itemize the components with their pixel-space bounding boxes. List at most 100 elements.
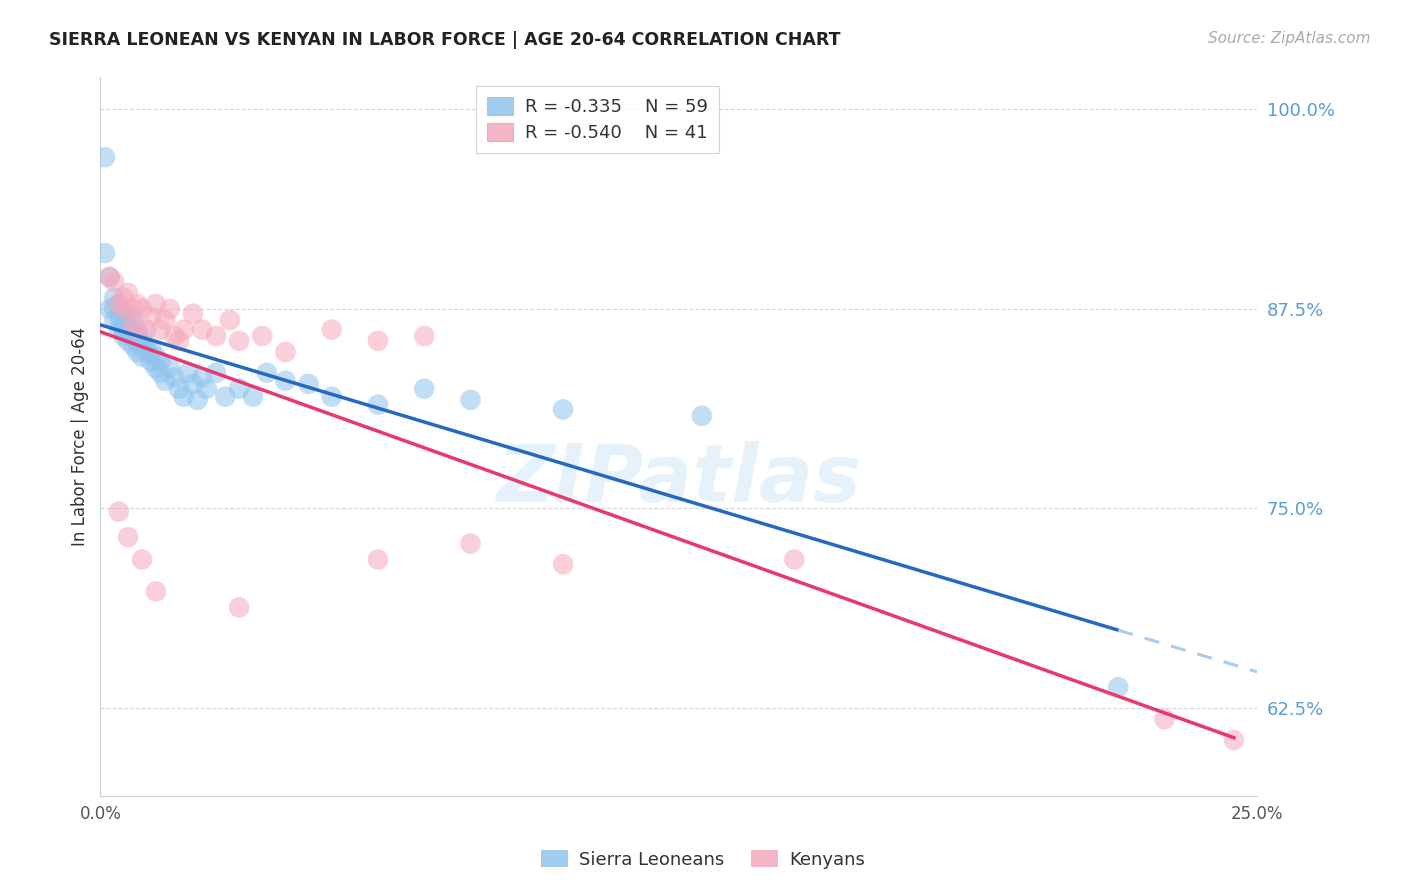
Point	[367, 334, 389, 348]
Point	[108, 323, 131, 337]
Point	[228, 334, 250, 348]
Point	[367, 398, 389, 412]
Point	[1153, 712, 1175, 726]
Point	[181, 376, 204, 391]
Text: SIERRA LEONEAN VS KENYAN IN LABOR FORCE | AGE 20-64 CORRELATION CHART: SIERRA LEONEAN VS KENYAN IN LABOR FORCE …	[49, 31, 841, 49]
Point	[228, 600, 250, 615]
Point	[108, 505, 131, 519]
Point	[177, 366, 200, 380]
Point	[108, 297, 131, 311]
Point	[256, 366, 278, 380]
Point	[121, 301, 143, 316]
Point	[551, 402, 574, 417]
Point	[167, 382, 190, 396]
Point	[149, 323, 172, 337]
Point	[131, 350, 153, 364]
Point	[127, 345, 149, 359]
Point	[205, 329, 228, 343]
Point	[98, 270, 121, 285]
Point	[108, 310, 131, 324]
Point	[163, 329, 186, 343]
Point	[1107, 680, 1129, 694]
Text: Source: ZipAtlas.com: Source: ZipAtlas.com	[1208, 31, 1371, 46]
Point	[103, 301, 125, 316]
Point	[274, 345, 297, 359]
Point	[127, 323, 149, 337]
Point	[145, 361, 167, 376]
Point	[135, 338, 157, 352]
Point	[121, 318, 143, 332]
Point	[321, 323, 343, 337]
Point	[252, 329, 274, 343]
Point	[195, 382, 218, 396]
Point	[413, 382, 436, 396]
Point	[112, 291, 135, 305]
Point	[131, 301, 153, 316]
Point	[98, 301, 121, 316]
Point	[108, 297, 131, 311]
Point	[321, 390, 343, 404]
Point	[413, 329, 436, 343]
Point	[117, 334, 139, 348]
Point	[191, 370, 214, 384]
Point	[297, 376, 319, 391]
Point	[112, 323, 135, 337]
Point	[145, 297, 167, 311]
Point	[1223, 732, 1246, 747]
Point	[131, 552, 153, 566]
Point	[690, 409, 713, 423]
Y-axis label: In Labor Force | Age 20-64: In Labor Force | Age 20-64	[72, 327, 89, 546]
Point	[242, 390, 264, 404]
Point	[219, 313, 242, 327]
Legend: Sierra Leoneans, Kenyans: Sierra Leoneans, Kenyans	[534, 843, 872, 876]
Point	[145, 350, 167, 364]
Point	[181, 307, 204, 321]
Point	[145, 584, 167, 599]
Point	[153, 313, 176, 327]
Point	[460, 392, 482, 407]
Point	[131, 329, 153, 343]
Point	[159, 361, 181, 376]
Point	[112, 301, 135, 316]
Legend: R = -0.335    N = 59, R = -0.540    N = 41: R = -0.335 N = 59, R = -0.540 N = 41	[477, 87, 718, 153]
Point	[127, 297, 149, 311]
Point	[228, 382, 250, 396]
Point	[94, 150, 117, 164]
Point	[551, 558, 574, 572]
Point	[186, 392, 208, 407]
Point	[121, 323, 143, 337]
Point	[98, 270, 121, 285]
Point	[121, 329, 143, 343]
Point	[127, 326, 149, 340]
Point	[141, 310, 163, 324]
Point	[163, 370, 186, 384]
Point	[167, 334, 190, 348]
Point	[117, 530, 139, 544]
Point	[367, 552, 389, 566]
Point	[117, 285, 139, 300]
Point	[117, 326, 139, 340]
Point	[121, 313, 143, 327]
Point	[103, 313, 125, 327]
Point	[141, 342, 163, 356]
Point	[121, 338, 143, 352]
Point	[274, 374, 297, 388]
Point	[149, 366, 172, 380]
Point	[149, 354, 172, 368]
Point	[112, 313, 135, 327]
Point	[205, 366, 228, 380]
Text: ZIPatlas: ZIPatlas	[496, 441, 862, 518]
Point	[141, 354, 163, 368]
Point	[127, 334, 149, 348]
Point	[783, 552, 806, 566]
Point	[153, 374, 176, 388]
Point	[159, 301, 181, 316]
Point	[103, 275, 125, 289]
Point	[191, 323, 214, 337]
Point	[214, 390, 236, 404]
Point	[112, 329, 135, 343]
Point	[112, 307, 135, 321]
Point	[131, 338, 153, 352]
Point	[460, 536, 482, 550]
Point	[135, 345, 157, 359]
